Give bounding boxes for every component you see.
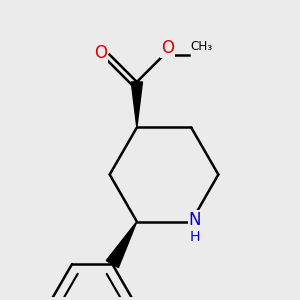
Polygon shape bbox=[131, 82, 142, 128]
Polygon shape bbox=[106, 222, 137, 268]
Text: O: O bbox=[161, 39, 174, 57]
Text: H: H bbox=[189, 230, 200, 244]
Text: O: O bbox=[94, 44, 107, 62]
Text: CH₃: CH₃ bbox=[190, 40, 213, 53]
Text: N: N bbox=[188, 211, 201, 229]
